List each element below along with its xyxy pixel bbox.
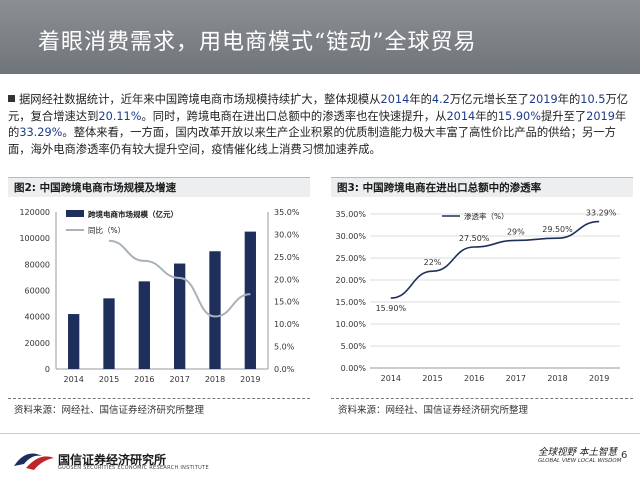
x-tick-label: 2014: [381, 374, 401, 383]
x-tick-label: 2019: [240, 375, 260, 384]
intro-highlight: 2019: [586, 109, 615, 123]
bar: [68, 314, 80, 369]
x-tick-label: 2017: [506, 374, 526, 383]
intro-highlight: 4.2: [431, 93, 450, 106]
guosen-logo-icon: [14, 453, 54, 470]
penetration-line: [390, 220, 600, 299]
intro-paragraph: 据网经社数据统计，近年来中国跨境电商市场规模持续扩大，整体规模从2014年的4.…: [8, 92, 630, 158]
x-tick-label: 2018: [205, 375, 225, 384]
y-tick-label: 15.00%: [335, 298, 366, 307]
y-tick-label: 0.00%: [341, 364, 367, 373]
y-tick-label: 20.00%: [335, 276, 366, 285]
y-tick-label-left: 120000: [19, 208, 50, 217]
y-tick-label-left: 40000: [25, 313, 50, 322]
figure-3-divider: [331, 398, 633, 399]
x-tick-label: 2019: [589, 374, 609, 383]
logo-english-name: GUOSEN SECURITIES ECONOMIC RESEARCH INST…: [58, 465, 209, 471]
y-tick-label-right: 5.0%: [274, 343, 295, 352]
slogan-chinese: 全球视野 本土智慧: [538, 447, 618, 458]
data-label: 33.29%: [586, 209, 617, 218]
growth-line: [108, 239, 251, 318]
y-tick-label-right: 30.0%: [274, 230, 300, 239]
data-label: 22%: [424, 258, 442, 267]
x-tick-label: 2015: [422, 374, 442, 383]
slogan-english: GLOBAL VIEW LOCAL WISDOM: [538, 458, 622, 464]
bar: [103, 298, 115, 369]
intro-text: 。整体来看，一方面，国内改革开放以来生产企业积累的优质制造能力极大丰富了高性价比…: [8, 126, 616, 156]
x-tick-label: 2015: [99, 375, 119, 384]
intro-text: 万亿元，复合增速达到: [8, 93, 629, 123]
y-tick-label-left: 20000: [25, 339, 50, 348]
legend-label: 同比（%）: [88, 225, 125, 235]
y-tick-label: 25.00%: [335, 254, 366, 263]
figure-2-divider: [8, 398, 310, 399]
intro-text: 年的: [409, 93, 432, 106]
y-tick-label: 10.00%: [335, 320, 366, 329]
intro-text: 年的: [8, 109, 627, 140]
intro-highlight: 10.5: [580, 93, 606, 106]
logo-name: 国信证券经济研究所: [58, 453, 167, 467]
intro-text: 年的: [557, 93, 581, 106]
data-label: 29.50%: [542, 225, 573, 234]
x-tick-label: 2017: [169, 375, 189, 384]
intro-highlight: 2014: [380, 93, 410, 106]
page-number: 6: [621, 450, 628, 461]
y-tick-label-right: 25.0%: [274, 253, 300, 262]
intro-text: 年的: [475, 109, 498, 123]
y-tick-label-left: 60000: [25, 287, 50, 296]
x-tick-label: 2016: [134, 375, 154, 384]
bullet-icon: [8, 95, 15, 102]
y-tick-label: 30.00%: [335, 232, 366, 241]
legend-label: 跨境电商市场规模（亿元）: [88, 209, 178, 219]
x-tick-label: 2016: [464, 374, 484, 383]
y-tick-label-right: 15.0%: [274, 298, 300, 307]
x-tick-label: 2018: [547, 374, 567, 383]
intro-highlight: 2019: [528, 93, 558, 106]
bar: [244, 231, 256, 369]
y-tick-label-right: 0.0%: [274, 365, 295, 374]
market-size-chart: 0 20000 40000 60000 80000 100000 120000 0.0% 5.0…: [19, 208, 300, 384]
bar: [138, 281, 150, 369]
bar: [209, 251, 221, 369]
penetration-rate-chart: 0.00% 5.00% 10.00% 15.00% 20.00% 25.00% 30.00%…: [335, 209, 620, 383]
data-label: 29%: [507, 227, 525, 236]
data-label: 15.90%: [376, 304, 407, 313]
intro-highlight: 33.29%: [19, 126, 63, 139]
intro-text: 据网经社数据统计，近年来中国跨境电商市场规模持续扩大，整体规模从: [19, 93, 381, 106]
y-tick-label-left: 80000: [25, 260, 50, 269]
figure-3-source: 资料来源：网经社、国信证券经济研究所整理: [338, 405, 529, 416]
y-tick-label-right: 10.0%: [274, 320, 300, 329]
intro-text: 提升至了: [540, 109, 587, 123]
y-tick-label: 35.00%: [335, 210, 366, 219]
y-tick-label-right: 35.0%: [274, 208, 300, 217]
intro-highlight: 20.11%: [98, 109, 142, 123]
bar: [174, 263, 186, 369]
figure-2-title: 图2: 中国跨境电商市场规模及增速: [8, 177, 310, 197]
y-tick-label: 5.00%: [341, 342, 367, 351]
intro-highlight: 2014: [446, 109, 476, 123]
figure-2-source: 资料来源：网经社、国信证券经济研究所整理: [14, 405, 205, 416]
figure-3-title: 图3: 中国跨境电商在进出口总额中的渗透率: [331, 177, 633, 197]
y-tick-label-left: 0: [45, 365, 50, 374]
title-bar: 着眼消费需求，用电商模式“链动”全球贸易: [0, 0, 640, 74]
y-tick-label-left: 100000: [19, 234, 50, 243]
y-tick-label-right: 20.0%: [274, 275, 300, 284]
slide-title: 着眼消费需求，用电商模式“链动”全球贸易: [38, 30, 477, 55]
legend-label: 渗透率（%）: [464, 211, 509, 221]
x-tick-label: 2014: [63, 375, 83, 384]
legend-swatch-bar: [66, 210, 84, 217]
intro-text: 万亿元增长至了: [449, 93, 529, 106]
intro-text: 。同时，跨境电商在进出口总额中的渗透率也在快速提升，从: [141, 109, 447, 123]
footer-divider: [0, 433, 640, 434]
intro-highlight: 15.90%: [497, 109, 541, 123]
data-label: 27.50%: [459, 234, 490, 243]
